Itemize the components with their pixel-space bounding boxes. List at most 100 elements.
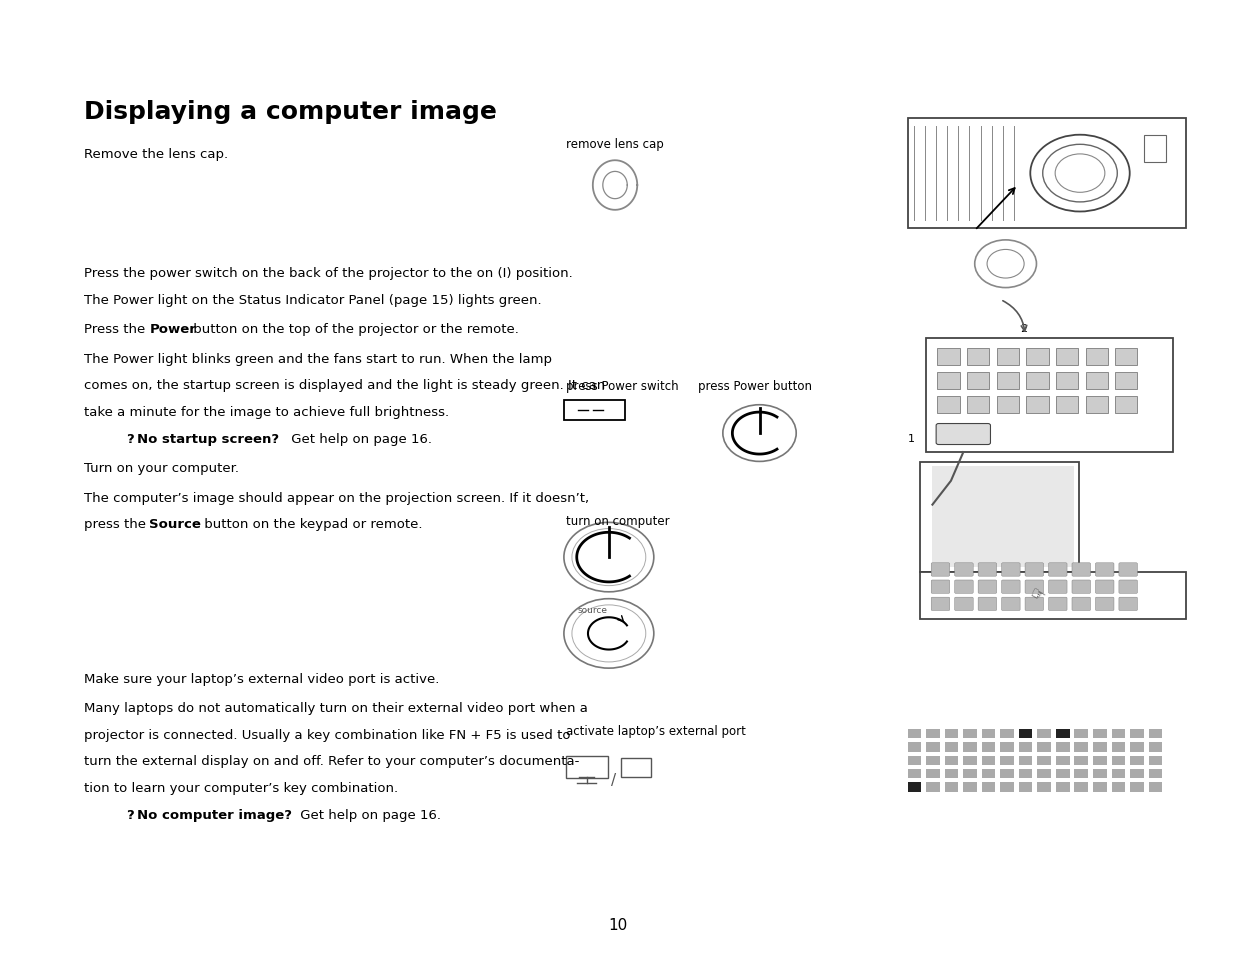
FancyBboxPatch shape: [926, 338, 1173, 453]
Text: Remove the lens cap.: Remove the lens cap.: [84, 148, 228, 161]
Text: take a minute for the image to achieve full brightness.: take a minute for the image to achieve f…: [84, 406, 450, 418]
Bar: [1000, 756, 1014, 765]
Bar: [908, 729, 921, 739]
Bar: [1112, 729, 1125, 739]
Text: Make sure your laptop’s external video port is active.: Make sure your laptop’s external video p…: [84, 672, 440, 685]
Text: turn the external display on and off. Refer to your computer’s documenta-: turn the external display on and off. Re…: [84, 755, 579, 767]
Text: Source: Source: [149, 517, 201, 531]
Text: turn on computer: turn on computer: [566, 515, 669, 528]
FancyBboxPatch shape: [1025, 598, 1044, 611]
Text: source: source: [578, 605, 608, 614]
FancyBboxPatch shape: [1072, 563, 1091, 577]
Bar: [1019, 742, 1032, 752]
Text: Displaying a computer image: Displaying a computer image: [84, 100, 496, 124]
Bar: [945, 756, 958, 765]
FancyBboxPatch shape: [978, 563, 997, 577]
FancyBboxPatch shape: [997, 349, 1019, 366]
Text: press Power switch: press Power switch: [566, 379, 678, 393]
Bar: [1112, 782, 1125, 792]
Text: projector is connected. Usually a key combination like FN + F5 is used to: projector is connected. Usually a key co…: [84, 728, 571, 740]
Text: The Power light on the Status Indicator Panel (page 15) lights green.: The Power light on the Status Indicator …: [84, 294, 542, 307]
Polygon shape: [920, 462, 1079, 572]
FancyBboxPatch shape: [1056, 373, 1078, 390]
Text: Power: Power: [149, 323, 196, 335]
Bar: [908, 782, 921, 792]
Text: Get help on page 16.: Get help on page 16.: [287, 433, 431, 445]
FancyBboxPatch shape: [1072, 580, 1091, 594]
FancyBboxPatch shape: [955, 580, 973, 594]
FancyBboxPatch shape: [1115, 373, 1137, 390]
Bar: [1074, 769, 1088, 779]
Text: Turn on your computer.: Turn on your computer.: [84, 461, 240, 475]
FancyBboxPatch shape: [967, 373, 989, 390]
Bar: [1130, 756, 1144, 765]
Bar: [1074, 782, 1088, 792]
Bar: [1037, 729, 1051, 739]
Text: remove lens cap: remove lens cap: [566, 138, 663, 152]
Bar: [1037, 769, 1051, 779]
Bar: [963, 729, 977, 739]
Bar: [1056, 756, 1070, 765]
FancyBboxPatch shape: [955, 563, 973, 577]
Polygon shape: [920, 572, 1186, 619]
Bar: [1149, 782, 1162, 792]
Bar: [1019, 782, 1032, 792]
FancyBboxPatch shape: [1002, 580, 1020, 594]
Text: comes on, the startup screen is displayed and the light is steady green. It can: comes on, the startup screen is displaye…: [84, 379, 605, 392]
Bar: [926, 782, 940, 792]
FancyBboxPatch shape: [1002, 598, 1020, 611]
Bar: [1000, 769, 1014, 779]
FancyBboxPatch shape: [1086, 373, 1108, 390]
FancyBboxPatch shape: [1119, 563, 1137, 577]
FancyBboxPatch shape: [937, 396, 960, 414]
Text: 2: 2: [1020, 324, 1028, 334]
FancyBboxPatch shape: [1115, 349, 1137, 366]
Bar: [963, 769, 977, 779]
Bar: [1130, 742, 1144, 752]
Bar: [1000, 729, 1014, 739]
FancyBboxPatch shape: [1119, 580, 1137, 594]
FancyBboxPatch shape: [955, 598, 973, 611]
Bar: [963, 782, 977, 792]
Bar: [1093, 729, 1107, 739]
Bar: [926, 769, 940, 779]
Bar: [1074, 756, 1088, 765]
FancyBboxPatch shape: [997, 396, 1019, 414]
Bar: [1037, 756, 1051, 765]
FancyBboxPatch shape: [1115, 396, 1137, 414]
Text: No startup screen?: No startup screen?: [137, 433, 279, 445]
Text: Press the power switch on the back of the projector to the on (I) position.: Press the power switch on the back of th…: [84, 267, 573, 280]
Text: 1: 1: [908, 434, 915, 443]
Text: /: /: [611, 772, 616, 787]
Bar: [1112, 742, 1125, 752]
Bar: [1130, 729, 1144, 739]
Text: tion to learn your computer’s key combination.: tion to learn your computer’s key combin…: [84, 781, 398, 794]
Bar: [1149, 756, 1162, 765]
Bar: [982, 769, 995, 779]
Bar: [1037, 782, 1051, 792]
Bar: [1149, 742, 1162, 752]
Text: Get help on page 16.: Get help on page 16.: [296, 808, 441, 821]
Bar: [1130, 782, 1144, 792]
FancyBboxPatch shape: [1025, 580, 1044, 594]
Text: button on the top of the projector or the remote.: button on the top of the projector or th…: [189, 323, 519, 335]
Bar: [1112, 769, 1125, 779]
Bar: [1074, 729, 1088, 739]
Bar: [926, 742, 940, 752]
Bar: [963, 742, 977, 752]
FancyBboxPatch shape: [1095, 598, 1114, 611]
Bar: [945, 742, 958, 752]
Bar: [1074, 742, 1088, 752]
Text: ☞: ☞: [1026, 584, 1049, 607]
FancyBboxPatch shape: [1049, 598, 1067, 611]
FancyBboxPatch shape: [1002, 563, 1020, 577]
Bar: [1000, 782, 1014, 792]
Bar: [945, 769, 958, 779]
Text: Press the: Press the: [84, 323, 149, 335]
FancyBboxPatch shape: [1026, 373, 1049, 390]
FancyBboxPatch shape: [978, 580, 997, 594]
Bar: [1149, 769, 1162, 779]
FancyBboxPatch shape: [978, 598, 997, 611]
Bar: [1093, 742, 1107, 752]
Bar: [1019, 729, 1032, 739]
